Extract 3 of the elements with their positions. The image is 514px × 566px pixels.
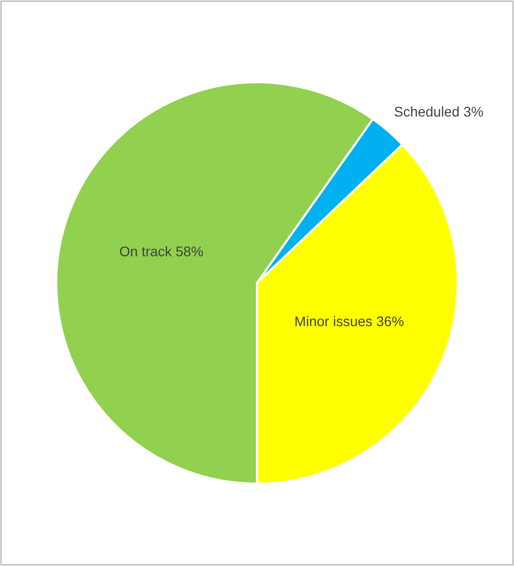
slice-label: Scheduled 3% <box>394 106 483 117</box>
slice-label: Minor issues 36% <box>296 316 404 326</box>
slice-label: On track 58% <box>120 246 203 256</box>
